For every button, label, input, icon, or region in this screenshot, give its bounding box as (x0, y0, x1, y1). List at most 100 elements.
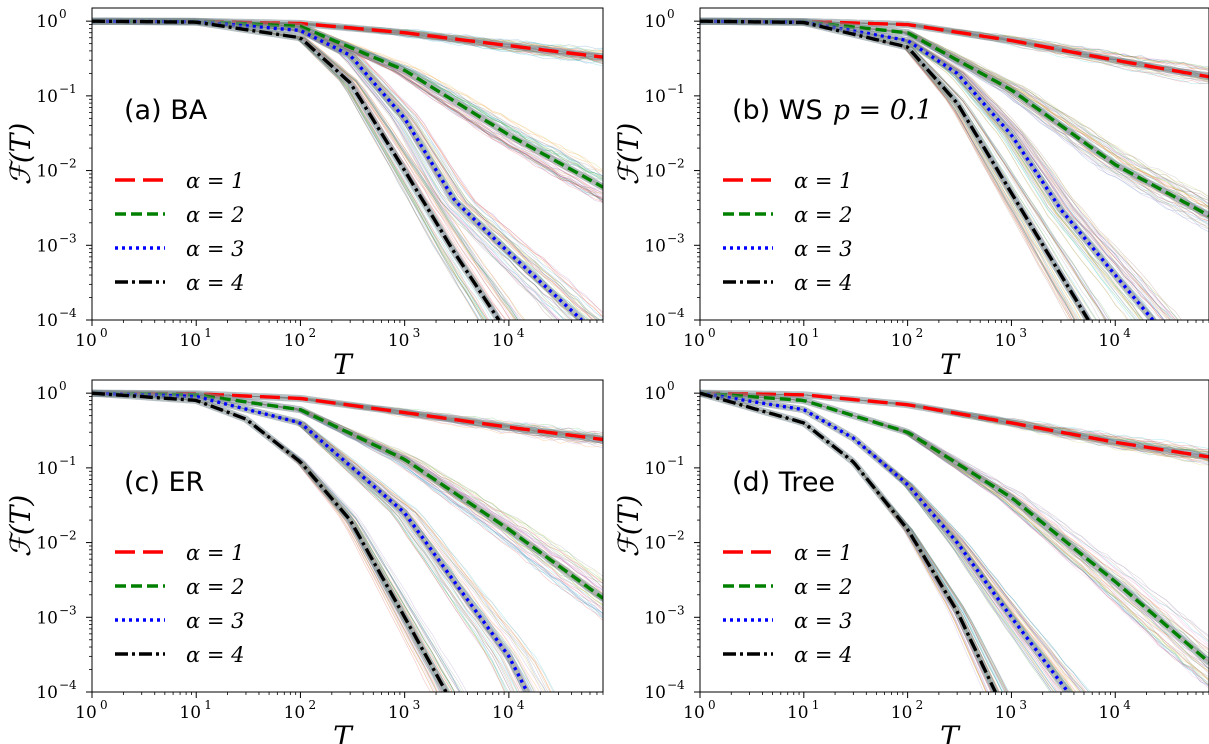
y-tick-label: 10 (644, 236, 666, 256)
y-tick-exponent: −3 (667, 603, 685, 617)
x-tick-label: 10 (787, 331, 809, 351)
x-tick-exponent: 4 (517, 698, 525, 712)
legend-label: α = 3 (794, 609, 853, 633)
x-tick-exponent: 1 (812, 326, 820, 340)
legend-label: α = 2 (186, 575, 245, 599)
x-tick-label: 10 (1098, 703, 1120, 723)
legend-label: α = 2 (794, 575, 853, 599)
y-tick-label: 10 (36, 87, 58, 107)
legend: α = 1 α = 2 α = 3 α = 4 (723, 541, 853, 667)
y-tick-exponent: −3 (59, 231, 77, 245)
y-tick-exponent: −1 (59, 454, 77, 468)
y-axis-label: ℱ(T) (612, 495, 645, 558)
y-tick-exponent: −2 (59, 157, 77, 171)
x-tick-exponent: 1 (812, 698, 820, 712)
x-tick-exponent: 4 (1123, 326, 1131, 340)
y-tick-exponent: 0 (59, 379, 67, 393)
y-tick-exponent: −4 (667, 306, 685, 320)
y-tick-exponent: −1 (59, 82, 77, 96)
y-tick-exponent: 0 (667, 379, 675, 393)
series-halo-3 (92, 389, 531, 692)
series-halo-3 (700, 389, 1072, 692)
y-tick-label: 10 (644, 87, 666, 107)
axes-frame (91, 379, 604, 693)
x-tick-label: 10 (787, 703, 809, 723)
legend-label: α = 2 (794, 203, 853, 227)
x-tick-exponent: 4 (517, 326, 525, 340)
x-tick-exponent: 0 (708, 698, 716, 712)
y-tick-exponent: −2 (59, 529, 77, 543)
legend-label: α = 1 (794, 169, 853, 193)
realization-lines (700, 392, 1209, 692)
x-tick-exponent: 0 (100, 698, 108, 712)
y-tick-label: 10 (36, 384, 58, 404)
legend: α = 1 α = 2 α = 3 α = 4 (115, 169, 245, 295)
x-tick-label: 10 (891, 703, 913, 723)
x-tick-label: 10 (388, 331, 410, 351)
x-tick-label: 10 (284, 331, 306, 351)
x-tick-exponent: 2 (916, 698, 924, 712)
y-axis-label: ℱ(T) (4, 123, 37, 186)
legend-label: α = 4 (186, 643, 245, 667)
y-tick-exponent: −1 (667, 82, 685, 96)
y-tick-exponent: −3 (667, 231, 685, 245)
series-line-4 (700, 391, 997, 692)
x-tick-exponent: 2 (916, 326, 924, 340)
x-tick-label: 10 (891, 331, 913, 351)
x-tick-label: 10 (284, 703, 306, 723)
y-tick-exponent: −4 (667, 678, 685, 692)
y-tick-label: 10 (644, 608, 666, 628)
y-tick-exponent: −4 (59, 306, 77, 320)
axes-frame (699, 7, 1209, 321)
legend-label: α = 2 (186, 203, 245, 227)
y-tick-label: 10 (644, 683, 666, 703)
legend-label: α = 4 (794, 271, 853, 295)
panel-1: 10 0 10 1 10 2 10 3 10 410 010 −110 −210 −310 −4Tℱ(T)(… (4, 7, 604, 381)
ticks (86, 20, 604, 326)
y-tick-label: 10 (644, 311, 666, 331)
y-axis-label: ℱ(T) (612, 123, 645, 186)
legend-label: α = 1 (186, 541, 245, 565)
series-line-3 (700, 391, 1070, 692)
y-tick-exponent: −1 (667, 454, 685, 468)
x-tick-exponent: 0 (100, 326, 108, 340)
x-tick-exponent: 1 (204, 326, 212, 340)
ticks (86, 392, 604, 698)
legend-label: α = 3 (794, 237, 853, 261)
x-tick-label: 10 (75, 703, 97, 723)
x-tick-label: 10 (995, 331, 1017, 351)
series-line-4 (92, 19, 501, 320)
panel-label: (d) Tree (732, 467, 835, 498)
y-tick-exponent: 0 (59, 7, 67, 21)
y-tick-label: 10 (644, 459, 666, 479)
x-tick-label: 10 (683, 703, 705, 723)
y-tick-label: 10 (36, 683, 58, 703)
y-tick-label: 10 (36, 12, 58, 32)
x-tick-label: 10 (388, 703, 410, 723)
axes-frame (699, 379, 1209, 693)
x-tick-exponent: 1 (204, 698, 212, 712)
x-tick-label: 10 (683, 331, 705, 351)
x-tick-label: 10 (995, 703, 1017, 723)
y-tick-exponent: −4 (59, 678, 77, 692)
x-tick-exponent: 3 (413, 698, 421, 712)
y-tick-label: 10 (644, 12, 666, 32)
y-tick-label: 10 (36, 459, 58, 479)
y-axis-label: ℱ(T) (4, 495, 37, 558)
x-tick-label: 10 (179, 331, 201, 351)
series-line-3 (92, 19, 583, 320)
x-tick-label: 10 (1098, 331, 1120, 351)
x-axis-label: T (940, 720, 961, 744)
x-axis-label: T (940, 348, 961, 381)
legend-label: α = 4 (794, 643, 853, 667)
series-line-4 (92, 391, 448, 692)
x-tick-exponent: 3 (1019, 326, 1027, 340)
x-tick-label: 10 (75, 331, 97, 351)
x-axis-label: T (333, 720, 354, 744)
x-tick-exponent: 3 (1019, 698, 1027, 712)
panel-label-math: p = 0.1 (833, 95, 933, 126)
panel-label: (b) WS p = 0.1 (732, 95, 933, 126)
y-tick-exponent: −2 (667, 157, 685, 171)
x-tick-exponent: 3 (413, 326, 421, 340)
